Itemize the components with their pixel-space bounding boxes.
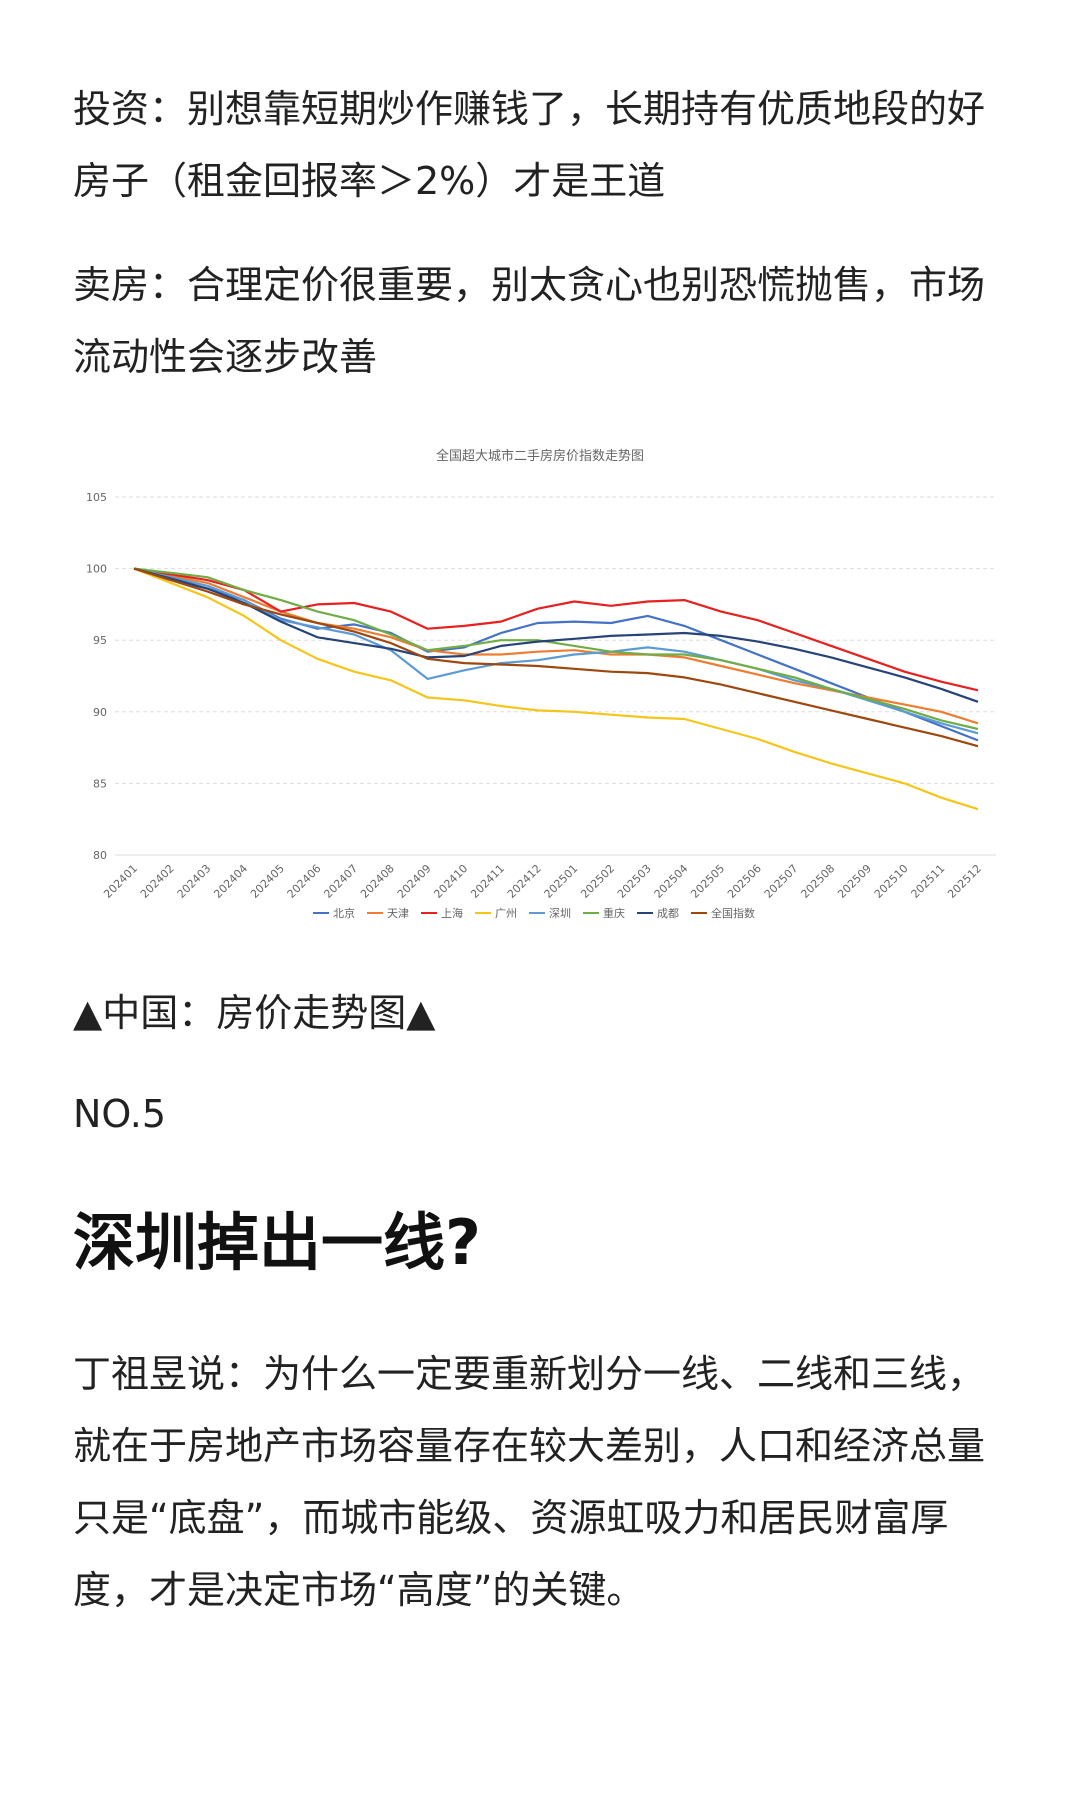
x-tick-label: 202402: [138, 862, 177, 901]
x-tick-label: 202509: [835, 862, 874, 901]
x-tick-label: 202508: [798, 862, 837, 901]
x-tick-label: 202507: [762, 862, 801, 901]
legend-label: 成都: [657, 907, 679, 920]
x-tick-label: 202501: [542, 862, 581, 901]
chart: 全国超大城市二手房房价指数走势图 80859095100105202401202…: [86, 448, 996, 920]
x-tick-label: 202408: [358, 862, 397, 901]
legend-label: 重庆: [603, 906, 625, 920]
body-text: 丁祖昱说：为什么一定要重新划分一线、二线和三线，就在于房地产市场容量存在较大差别…: [73, 1352, 986, 1612]
x-tick-label: 202511: [909, 862, 948, 901]
x-tick-label: 202412: [505, 862, 544, 901]
x-tick-label: 202401: [101, 862, 140, 901]
x-tick-label: 202409: [395, 862, 434, 901]
x-tick-label: 202502: [578, 862, 617, 901]
x-tick-label: 202505: [688, 862, 727, 901]
y-tick-label: 100: [86, 563, 107, 576]
x-tick-label: 202404: [211, 862, 250, 901]
y-tick-label: 85: [93, 777, 107, 790]
section-number: NO.5: [73, 1092, 167, 1136]
x-tick-label: 202403: [175, 862, 214, 901]
x-tick-label: 202405: [248, 862, 287, 901]
legend-label: 天津: [387, 907, 409, 920]
legend-label: 广州: [495, 907, 517, 920]
y-tick-label: 105: [86, 491, 107, 504]
x-tick-label: 202510: [872, 862, 911, 901]
paragraph: 投资：别想靠短期炒作赚钱了，长期持有优质地段的好房子（租金回报率＞2%）才是王道: [73, 87, 986, 203]
x-tick-label: 202504: [652, 862, 691, 901]
line-series: [133, 567, 979, 703]
caption: ▲中国：房价走势图▲: [73, 991, 436, 1035]
y-tick-label: 95: [93, 634, 107, 647]
x-tick-label: 202512: [945, 862, 984, 901]
line-series: [133, 567, 979, 731]
legend-label: 上海: [441, 906, 463, 920]
legend-label: 北京: [333, 906, 355, 920]
y-tick-label: 80: [93, 849, 107, 862]
x-tick-label: 202406: [285, 862, 324, 901]
line-series: [133, 567, 979, 725]
legend-label: 全国指数: [711, 906, 755, 920]
line-series: [133, 567, 979, 692]
line-series: [133, 567, 979, 748]
heading: 深圳掉出一线?: [73, 1206, 481, 1279]
chart-title: 全国超大城市二手房房价指数走势图: [436, 448, 644, 464]
line-series: [133, 567, 979, 811]
x-tick-label: 202506: [725, 862, 764, 901]
legend-label: 深圳: [549, 907, 571, 920]
y-tick-label: 90: [93, 706, 107, 719]
x-tick-label: 202410: [431, 862, 470, 901]
x-tick-label: 202407: [321, 862, 360, 901]
paragraph: 卖房：合理定价很重要，别太贪心也别恐慌抛售，市场流动性会逐步改善: [73, 263, 986, 379]
x-tick-label: 202411: [468, 862, 507, 901]
x-tick-label: 202503: [615, 862, 654, 901]
